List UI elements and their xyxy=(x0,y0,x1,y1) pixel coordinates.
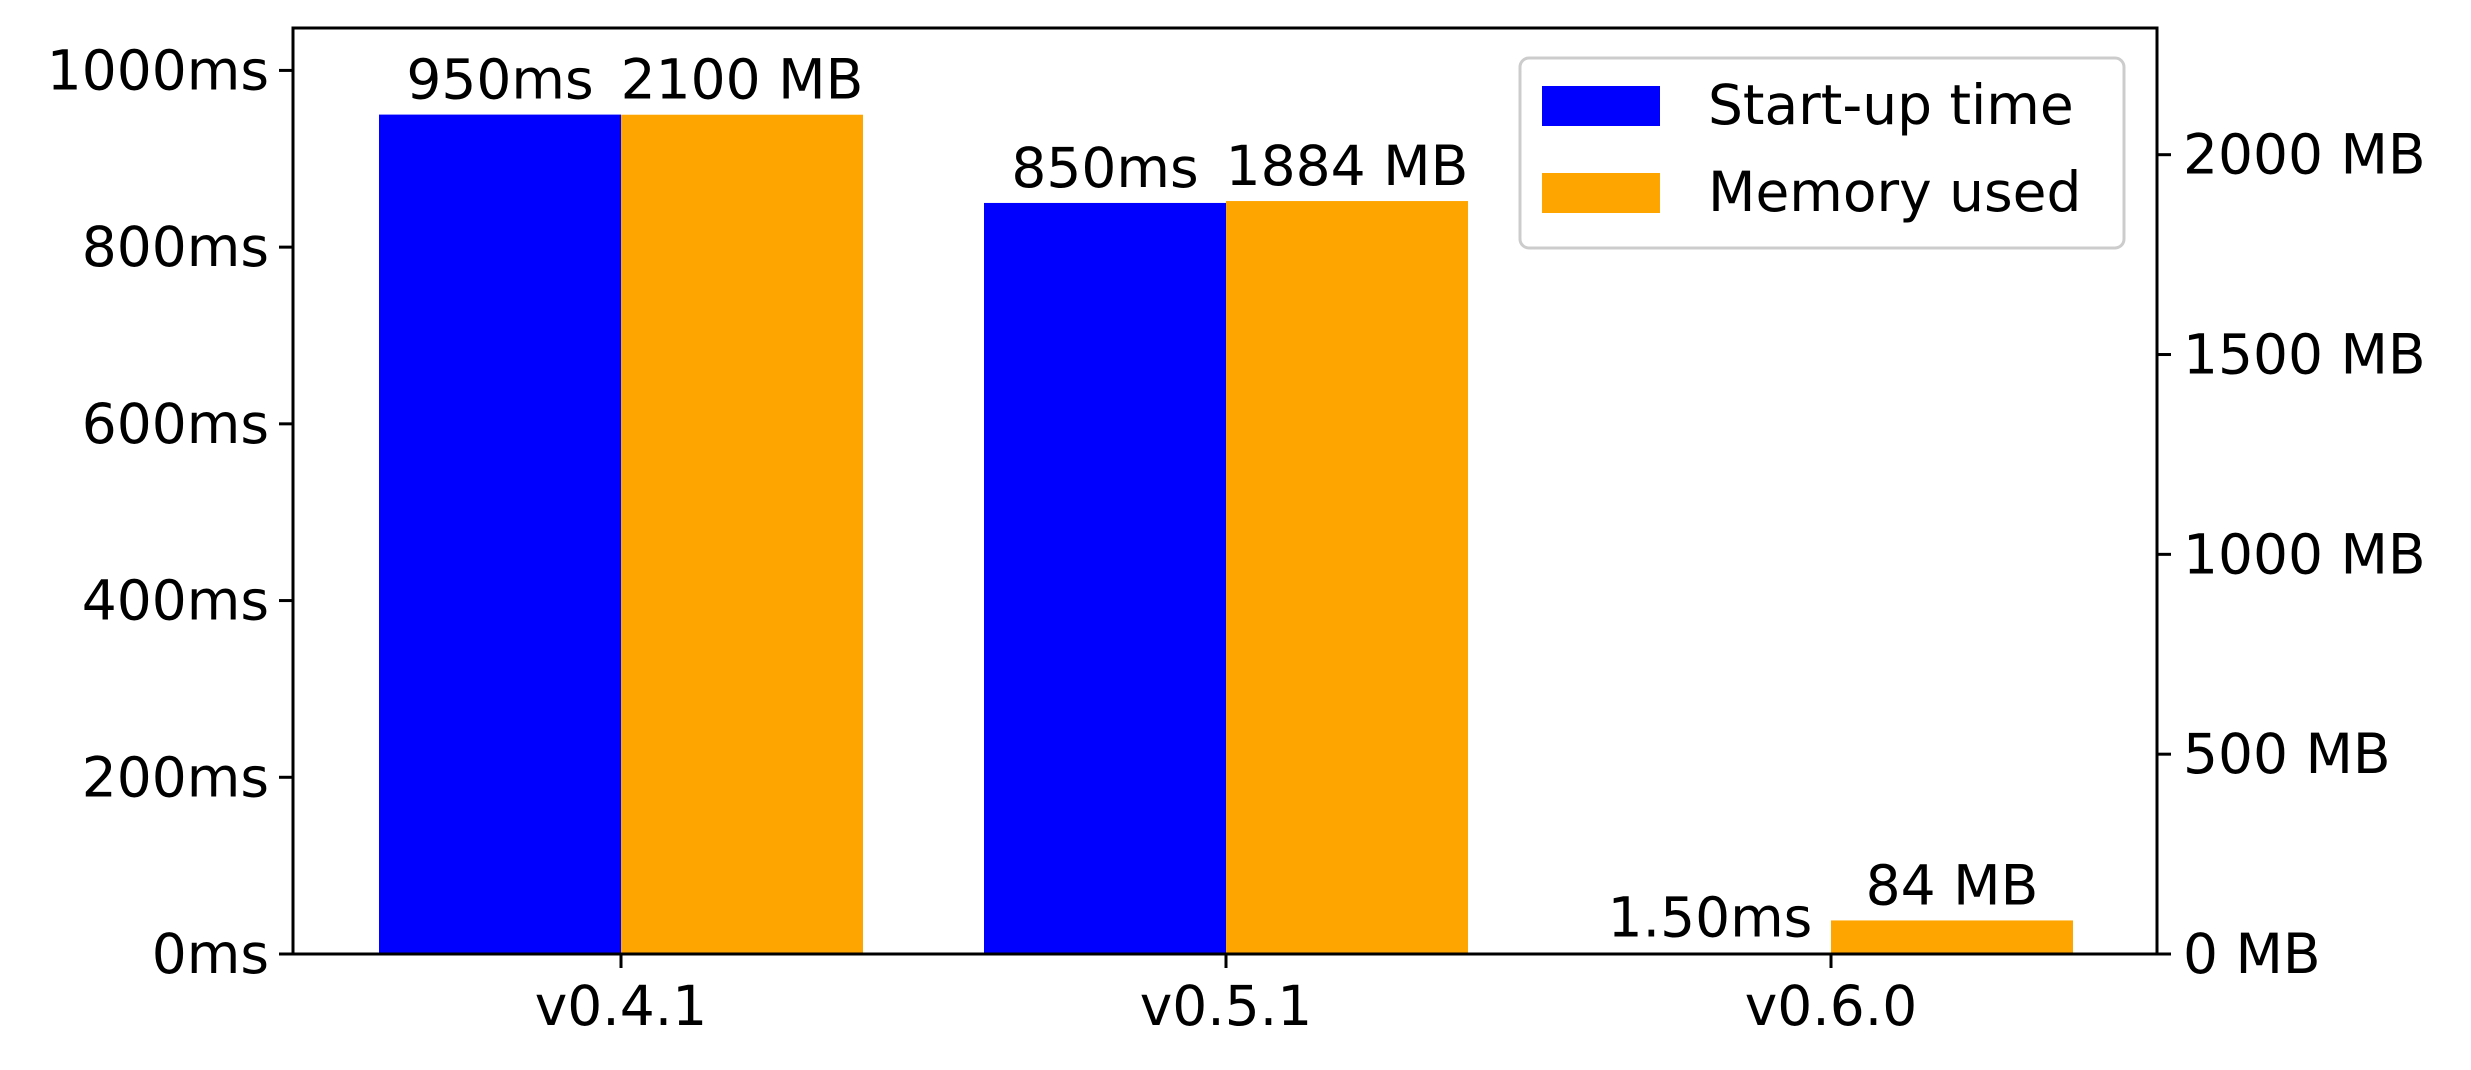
bar-memory-used-v0.6.0 xyxy=(1831,920,2073,954)
right-tick-label: 0 MB xyxy=(2183,922,2321,986)
right-tick-label: 1500 MB xyxy=(2183,323,2426,387)
legend-label: Memory used xyxy=(1708,160,2081,224)
left-tick-label: 600ms xyxy=(82,392,269,456)
left-tick-label: 200ms xyxy=(82,745,269,809)
bars-layer xyxy=(379,114,2073,955)
left-tick-label: 1000ms xyxy=(47,38,269,102)
x-tick-label: v0.4.1 xyxy=(535,974,708,1038)
bar-memory-used-v0.5.1 xyxy=(1226,201,1468,955)
data-label: 2100 MB xyxy=(621,48,864,112)
bar-memory-used-v0.4.1 xyxy=(621,114,863,954)
data-label: 1.50ms xyxy=(1608,886,1813,950)
x-tick-label: v0.5.1 xyxy=(1140,974,1313,1038)
legend-swatch xyxy=(1542,173,1660,213)
data-label: 950ms xyxy=(406,48,593,112)
right-tick-label: 1000 MB xyxy=(2183,522,2426,586)
right-tick-label: 500 MB xyxy=(2183,722,2391,786)
axes-layer: 0ms 200ms 400ms 600ms 800ms 1000ms 0 MB 500 MB 1… xyxy=(47,26,2426,1038)
legend-label: Start-up time xyxy=(1708,73,2074,137)
x-tick-label: v0.6.0 xyxy=(1745,974,1918,1038)
right-tick-label: 2000 MB xyxy=(2183,123,2426,187)
legend-swatch xyxy=(1542,86,1660,126)
left-tick-label: 400ms xyxy=(82,569,269,633)
left-tick-label: 0ms xyxy=(152,922,269,986)
legend: Start-up time Memory used xyxy=(1518,56,2126,250)
bar-start-up-time-v0.4.1 xyxy=(379,114,621,954)
left-tick-label: 800ms xyxy=(82,215,269,279)
data-label: 850ms xyxy=(1011,136,1198,200)
legend-box xyxy=(1518,56,2126,250)
data-label: 84 MB xyxy=(1866,853,2039,917)
data-label: 1884 MB xyxy=(1226,134,1469,198)
bar-start-up-time-v0.5.1 xyxy=(984,202,1226,954)
labels-layer: 950ms 850ms 1.50ms 2100 MB 1884 MB 84 MB xyxy=(406,48,2038,950)
